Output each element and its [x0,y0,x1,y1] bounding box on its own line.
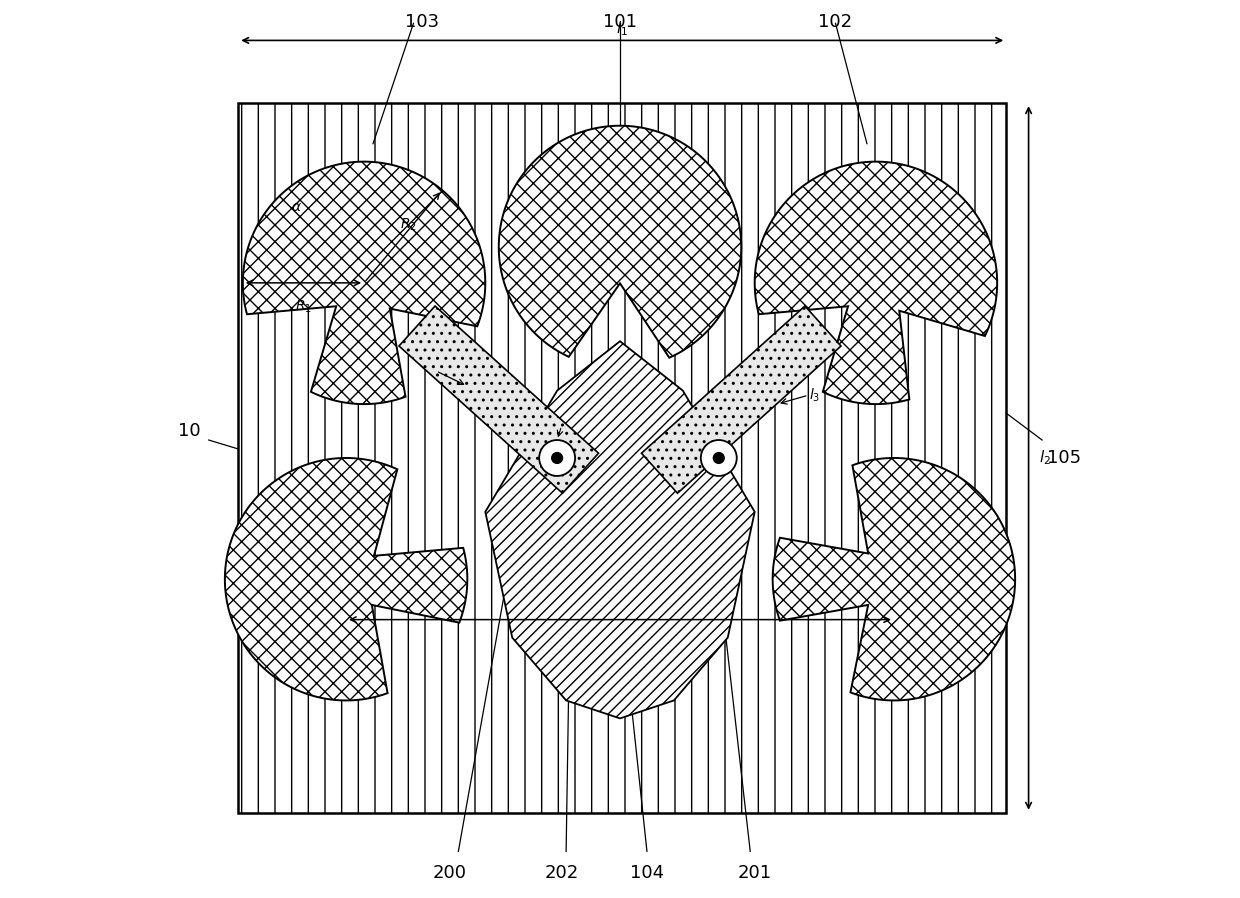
Text: $\alpha$: $\alpha$ [291,199,303,214]
Text: 201: 201 [738,864,771,882]
Text: $l_3$: $l_3$ [808,386,820,404]
Circle shape [539,440,575,476]
Bar [238,103,1006,813]
Text: $W_1$: $W_1$ [417,352,438,368]
Text: $R_3$: $R_3$ [562,409,577,424]
Polygon shape [498,126,742,357]
Text: 105: 105 [1047,449,1081,467]
Circle shape [552,453,563,463]
Circle shape [713,453,724,463]
Polygon shape [243,162,485,404]
Text: $R_2$: $R_2$ [401,217,417,233]
Polygon shape [773,458,1016,700]
Text: 202: 202 [544,864,579,882]
Text: 101: 101 [603,13,637,31]
Polygon shape [399,306,599,493]
Text: $d_1$: $d_1$ [613,639,627,656]
Polygon shape [641,306,841,493]
Text: $l_1$: $l_1$ [616,19,629,38]
Polygon shape [485,341,755,718]
Text: 200: 200 [433,864,466,882]
Circle shape [701,440,737,476]
Polygon shape [224,458,467,700]
Text: 10: 10 [177,422,201,440]
Text: 103: 103 [405,13,439,31]
Text: $R_1$: $R_1$ [295,299,312,315]
Polygon shape [755,162,997,404]
Text: 102: 102 [818,13,853,31]
Text: $l_2$: $l_2$ [1039,449,1052,467]
Text: $d_2$: $d_2$ [547,467,562,483]
Text: 104: 104 [630,864,663,882]
